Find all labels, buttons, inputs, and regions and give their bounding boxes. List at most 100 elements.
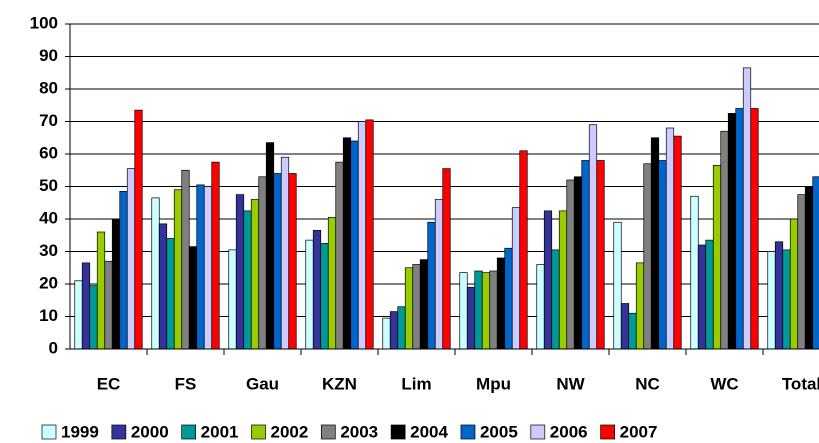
bar xyxy=(196,184,205,350)
legend-swatch xyxy=(460,424,476,440)
bar xyxy=(650,137,660,350)
bar xyxy=(211,161,220,350)
legend-label: 2001 xyxy=(201,422,239,441)
y-tick-label: 20 xyxy=(39,273,58,292)
x-tick-label: KZN xyxy=(322,374,357,393)
bar xyxy=(265,142,275,350)
legend-label: 2007 xyxy=(620,422,658,441)
bar xyxy=(382,317,391,350)
bar xyxy=(243,210,252,350)
bar xyxy=(235,194,245,350)
bar xyxy=(412,264,421,350)
bar xyxy=(228,249,237,350)
bar xyxy=(305,239,314,350)
bar xyxy=(690,195,699,350)
x-tick-label: Total xyxy=(782,374,819,393)
bar xyxy=(134,109,143,350)
x-tick-label: Lim xyxy=(401,374,431,393)
bar xyxy=(566,179,575,350)
legend-label: 2005 xyxy=(480,422,518,441)
bar xyxy=(797,194,806,350)
bar xyxy=(427,221,436,350)
bar xyxy=(712,165,722,350)
x-tick-label: WC xyxy=(710,374,738,393)
bar xyxy=(727,113,737,350)
x-tick-label: NC xyxy=(635,374,660,393)
y-tick-label: 70 xyxy=(39,111,58,130)
bar xyxy=(126,168,136,350)
y-tick-label: 10 xyxy=(39,306,58,325)
bar xyxy=(442,168,451,350)
bar xyxy=(320,243,329,350)
bar xyxy=(404,267,414,350)
bar xyxy=(804,186,814,350)
legend-swatch xyxy=(41,424,57,440)
bar xyxy=(357,121,367,350)
bar xyxy=(365,119,374,350)
bar xyxy=(558,210,568,350)
bar xyxy=(280,156,290,350)
bar xyxy=(89,285,98,350)
bar xyxy=(481,272,491,350)
bar xyxy=(111,218,121,350)
legend-swatch xyxy=(600,424,615,440)
y-tick-label: 40 xyxy=(39,208,58,227)
bar xyxy=(697,244,707,350)
bar xyxy=(166,238,175,350)
x-tick-label: Mpu xyxy=(476,374,511,393)
bar xyxy=(489,270,498,350)
legend-label: 2006 xyxy=(550,422,588,441)
bar xyxy=(151,197,160,350)
bar xyxy=(643,163,652,350)
bar xyxy=(273,173,282,350)
bar xyxy=(720,130,729,350)
bar xyxy=(188,246,198,350)
legend-swatch xyxy=(111,424,127,440)
bar xyxy=(628,312,637,350)
bar xyxy=(250,199,260,350)
legend-swatch xyxy=(251,424,266,440)
bar xyxy=(658,160,667,350)
bar xyxy=(203,186,213,350)
bar xyxy=(613,221,622,350)
bar xyxy=(774,241,784,350)
bar xyxy=(581,160,590,350)
legend-label: 2002 xyxy=(270,422,308,441)
bar xyxy=(620,303,630,350)
bar xyxy=(750,108,759,350)
x-tick-label: Gau xyxy=(246,374,279,393)
bar xyxy=(519,150,528,350)
bar xyxy=(96,231,106,350)
bar xyxy=(735,108,744,350)
bar xyxy=(466,286,476,350)
bar xyxy=(536,264,545,350)
bar xyxy=(789,218,799,350)
bar xyxy=(104,260,113,350)
x-tick-label: EC xyxy=(97,374,121,393)
bar xyxy=(288,173,297,350)
bar xyxy=(474,270,483,350)
bar xyxy=(312,230,322,350)
bar xyxy=(74,280,83,350)
y-tick-label: 60 xyxy=(39,143,58,162)
bar xyxy=(635,262,645,350)
bar xyxy=(258,176,267,350)
bar xyxy=(419,259,429,350)
bar xyxy=(327,217,337,350)
bar xyxy=(742,67,752,350)
bar xyxy=(342,137,352,350)
bar xyxy=(389,311,399,350)
bar xyxy=(459,272,468,350)
y-tick-label: 100 xyxy=(30,13,58,32)
legend-label: 2003 xyxy=(340,422,378,441)
bar xyxy=(335,161,344,350)
legend-swatch xyxy=(181,424,197,440)
bar xyxy=(573,176,583,350)
bar xyxy=(665,127,675,350)
legend-label: 2000 xyxy=(131,422,169,441)
legend-label: 1999 xyxy=(61,422,99,441)
bar xyxy=(782,249,791,350)
bar xyxy=(511,207,521,350)
bar xyxy=(158,223,168,350)
